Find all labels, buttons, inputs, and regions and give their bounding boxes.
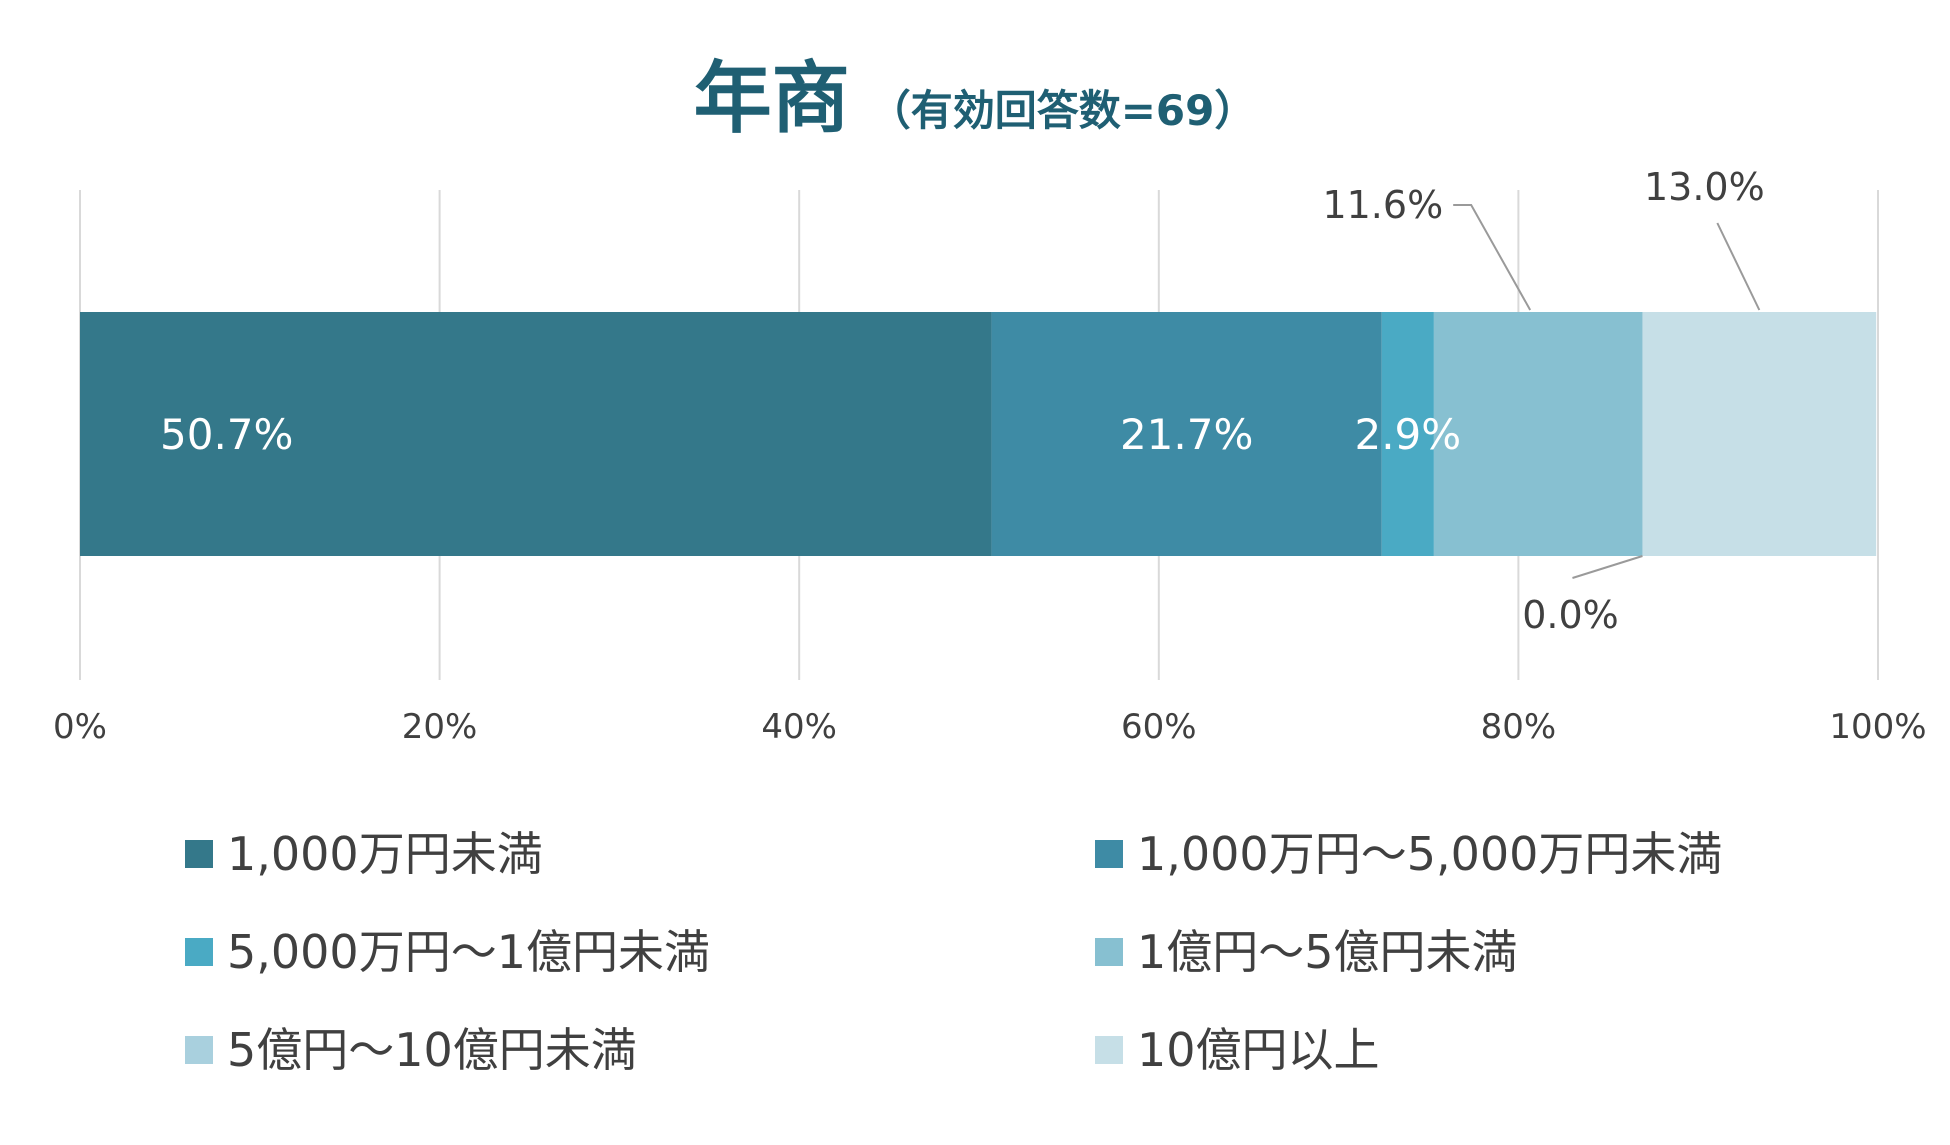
- data-label: 11.6%: [1322, 183, 1443, 227]
- x-tick-label: 40%: [761, 707, 837, 747]
- chart-title: 年商: [694, 54, 850, 144]
- data-labels: 50.7% 21.7% 2.9% 11.6% 0.0% 13.0%: [160, 165, 1765, 637]
- legend-label: 5億円〜10億円未満: [227, 1023, 637, 1077]
- legend-swatch: [185, 840, 213, 868]
- x-tick-label: 20%: [402, 707, 478, 747]
- legend-swatch: [1095, 938, 1123, 966]
- legend-label: 1,000万円〜5,000万円未満: [1137, 827, 1722, 881]
- legend-swatch: [1095, 1036, 1123, 1064]
- data-label: 13.0%: [1644, 165, 1765, 209]
- legend-label: 10億円以上: [1137, 1023, 1380, 1077]
- legend-swatch: [185, 938, 213, 966]
- chart-subtitle: （有効回答数=69）: [869, 86, 1257, 135]
- bar-segment: [1433, 312, 1643, 556]
- legend: 1,000万円未満 1,000万円〜5,000万円未満 5,000万円〜1億円未満 1…: [185, 827, 1722, 1077]
- legend-label: 1億円〜5億円未満: [1137, 925, 1518, 979]
- leader-line: [1716, 222, 1761, 311]
- x-axis-ticks: 0% 20% 40% 60% 80% 100%: [53, 707, 1927, 747]
- x-tick-label: 80%: [1481, 707, 1557, 747]
- x-tick-label: 0%: [53, 707, 107, 747]
- legend-label: 1,000万円未満: [227, 827, 543, 881]
- data-label: 50.7%: [160, 410, 293, 459]
- bar-segment: [991, 312, 1382, 556]
- bar-segments: [80, 312, 1877, 556]
- bar-segment: [1642, 312, 1877, 556]
- data-label: 21.7%: [1120, 410, 1253, 459]
- legend-label: 5,000万円〜1億円未満: [227, 925, 710, 979]
- legend-swatch: [1095, 840, 1123, 868]
- chart-title-group: 年商 （有効回答数=69）: [694, 54, 1257, 144]
- leader-line: [1453, 204, 1532, 311]
- x-tick-label: 60%: [1121, 707, 1197, 747]
- legend-swatch: [185, 1036, 213, 1064]
- data-label: 0.0%: [1522, 593, 1619, 637]
- bar-segment: [1381, 312, 1434, 556]
- x-tick-label: 100%: [1829, 707, 1926, 747]
- data-label: 2.9%: [1354, 410, 1461, 459]
- leader-line: [1572, 555, 1643, 579]
- bar-segment: [80, 312, 992, 556]
